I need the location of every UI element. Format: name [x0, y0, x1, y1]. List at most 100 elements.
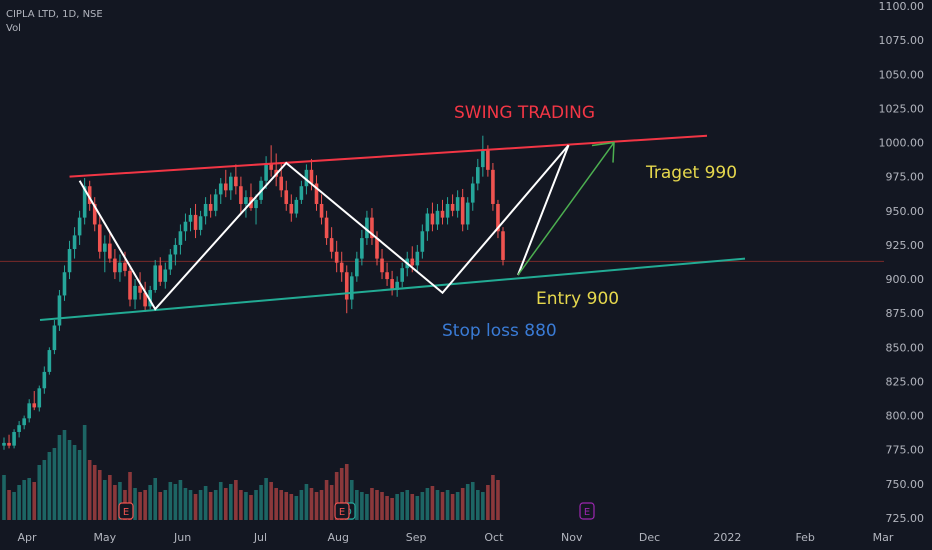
volume-bar	[67, 440, 72, 520]
volume-bar	[309, 488, 314, 520]
annotation-labels: SWING TRADING Traget 990 Entry 900 Stop los…	[442, 103, 737, 341]
candlestick-series	[2, 135, 505, 450]
candle-body	[27, 403, 32, 419]
candle-body	[239, 186, 243, 204]
earnings-badge-2	[334, 502, 350, 520]
volume-bar	[47, 452, 52, 520]
volume-bar	[193, 494, 198, 520]
time-tick-label: Dec	[639, 531, 660, 544]
volume-bar	[314, 492, 319, 520]
time-axis[interactable]: Apr May Jun Jul Aug Sep Oct Nov Dec 2022 Feb Mar	[17, 531, 893, 544]
volume-bar	[344, 464, 349, 520]
projection-arrow	[517, 142, 615, 276]
time-tick-label: Jul	[253, 531, 267, 544]
price-tick-label: 1000.00	[879, 137, 925, 150]
time-tick-label: Aug	[328, 531, 349, 544]
price-tick-label: 900.00	[886, 273, 925, 286]
volume-bar	[375, 490, 379, 520]
candle-body	[193, 214, 198, 230]
candle-body	[460, 197, 465, 225]
volume-bar	[365, 494, 369, 520]
volume-bar	[92, 465, 97, 520]
volume-bar	[491, 475, 495, 520]
candle-body	[244, 197, 248, 204]
candle-body	[72, 235, 77, 250]
candle-body	[501, 231, 505, 260]
volume-bar	[470, 482, 475, 520]
drawings-layer[interactable]	[39, 134, 746, 322]
candle-body	[470, 183, 475, 203]
candle-body	[168, 254, 173, 270]
candle-body	[294, 199, 299, 214]
candle-body	[163, 269, 168, 282]
volume-bar	[62, 430, 67, 520]
volume-bar	[27, 478, 32, 520]
candle-body	[158, 265, 163, 282]
swing-zigzag	[78, 144, 570, 311]
volume-bar	[339, 468, 344, 520]
target-label: Traget 990	[645, 163, 737, 183]
price-tick-label: 800.00	[886, 410, 925, 423]
volume-bar	[334, 472, 339, 520]
time-tick-label: Feb	[795, 531, 814, 544]
volume-bar	[158, 492, 163, 520]
event-badges[interactable]: EDEE	[118, 502, 595, 520]
volume-label: Vol	[6, 23, 21, 34]
volume-bar	[355, 490, 359, 520]
volume-bar	[329, 485, 334, 520]
volume-bar	[77, 450, 82, 520]
volume-bar	[32, 482, 37, 520]
price-tick-label: 925.00	[886, 239, 925, 252]
volume-bar	[82, 425, 87, 520]
candle-body	[314, 183, 319, 204]
candle-body	[380, 258, 384, 273]
candle-body	[57, 295, 62, 326]
volume-bar	[188, 490, 193, 520]
volume-bar	[289, 494, 294, 520]
symbol-line: CIPLA LTD, 1D, NSE	[6, 9, 103, 20]
volume-bar	[153, 478, 158, 520]
price-tick-label: 1050.00	[879, 68, 925, 81]
candle-body	[410, 258, 415, 266]
candle-body	[440, 210, 445, 218]
candle-body	[400, 268, 404, 282]
symbol-legend: CIPLA LTD, 1D, NSE Vol	[6, 8, 103, 36]
candle-body	[92, 203, 97, 225]
volume-bar	[183, 488, 188, 520]
volume-bar	[198, 490, 203, 520]
candle-body	[178, 231, 183, 245]
earnings-badge	[118, 502, 134, 520]
candle-body	[465, 202, 470, 225]
time-tick-label: May	[93, 531, 116, 544]
volume-bar	[128, 472, 132, 520]
volume-bar	[72, 445, 77, 520]
candle-body	[113, 258, 117, 273]
candle-body	[279, 176, 284, 191]
volume-bar	[173, 484, 178, 520]
projection-arrowhead	[591, 141, 615, 163]
volume-bar	[234, 480, 238, 520]
candle-body	[355, 258, 359, 277]
candle-body	[385, 272, 389, 280]
candle-body	[17, 425, 21, 432]
volume-bar	[7, 490, 11, 520]
volume-bar	[208, 492, 213, 520]
volume-bar	[213, 490, 218, 520]
candle-body	[445, 203, 450, 218]
time-tick-label: Apr	[17, 531, 37, 544]
candle-body	[360, 238, 364, 259]
candle-body	[370, 217, 374, 239]
candle-body	[223, 183, 228, 191]
candle-body	[47, 350, 52, 372]
volume-bar	[425, 488, 430, 520]
candle-body	[289, 203, 294, 214]
volume-bar	[415, 496, 420, 520]
candle-body	[455, 197, 460, 211]
candle-body	[324, 217, 329, 239]
volume-bar	[481, 492, 485, 520]
candle-body	[188, 214, 193, 222]
price-axis[interactable]: 1100.00 1075.00 1050.00 1025.00 1000.00 975.0…	[0, 0, 924, 525]
candle-body	[87, 186, 92, 204]
